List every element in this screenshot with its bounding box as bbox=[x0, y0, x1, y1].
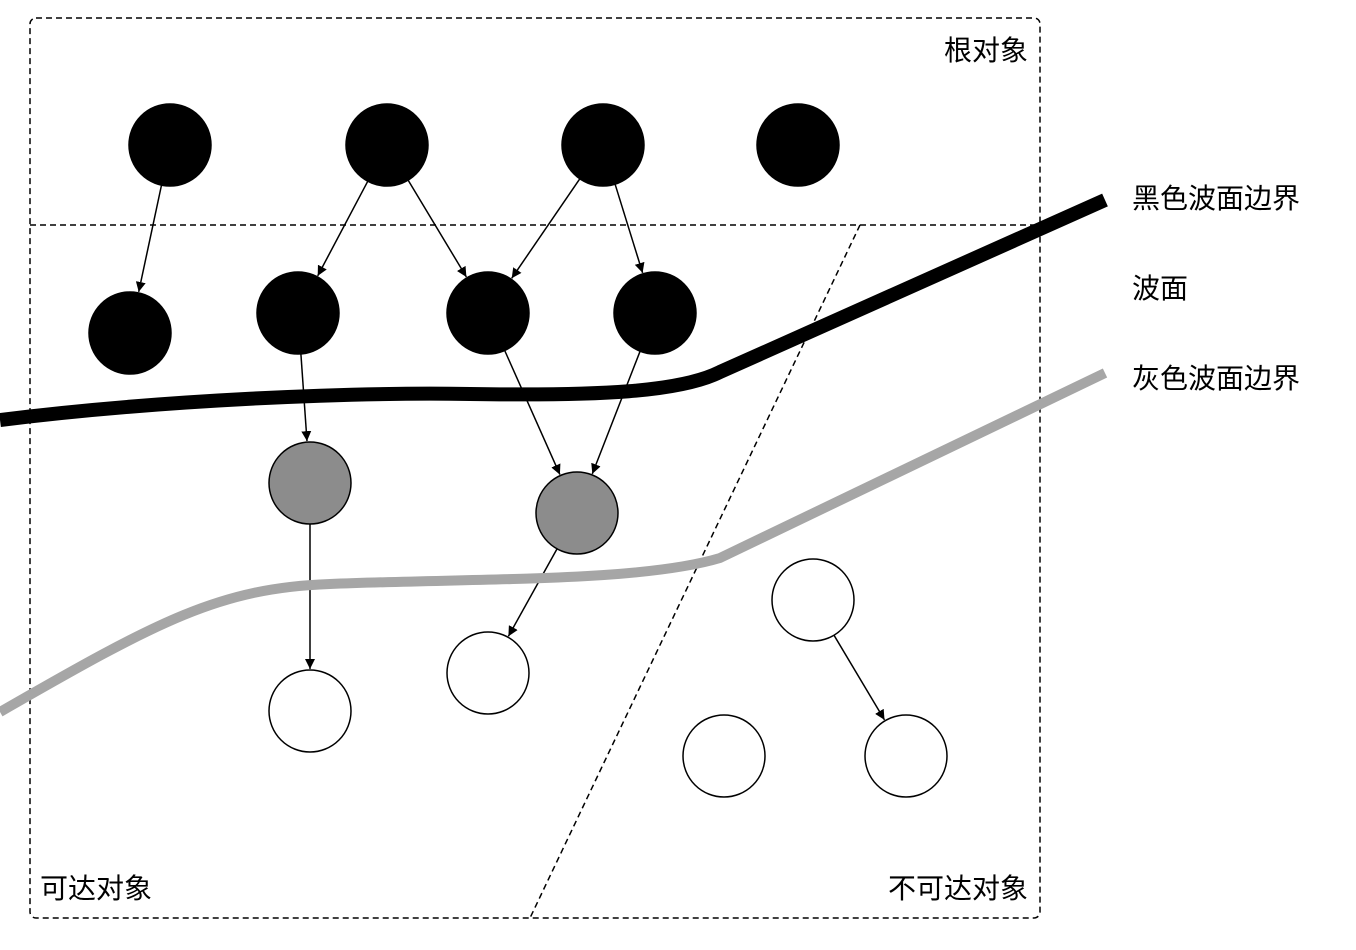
black-object-node-r2 bbox=[345, 103, 429, 187]
reachable-objects-label: 可达对象 bbox=[40, 872, 152, 905]
edge-g2-to-w2 bbox=[507, 548, 558, 637]
edge-r3-to-b3 bbox=[511, 178, 581, 279]
gray-wavefront-boundary-line bbox=[0, 368, 1108, 717]
edge-r1-to-b1 bbox=[135, 184, 163, 293]
gray-wavefront-boundary-label: 灰色波面边界 bbox=[1132, 362, 1300, 395]
black-object-node-b1 bbox=[88, 291, 172, 375]
white-object-node-u1 bbox=[771, 558, 855, 642]
black-object-node-b3 bbox=[446, 271, 530, 355]
white-object-node-u2 bbox=[682, 714, 766, 798]
gray-object-node-g2 bbox=[535, 471, 619, 555]
black-object-node-b4 bbox=[613, 271, 697, 355]
object-space-boundary bbox=[29, 17, 1041, 919]
wavefront-label: 波面 bbox=[1132, 272, 1188, 305]
black-wavefront-boundary-label: 黑色波面边界 bbox=[1132, 182, 1300, 215]
edge-r2-to-b2 bbox=[317, 180, 369, 277]
black-object-node-r4 bbox=[756, 103, 840, 187]
root-objects-label: 根对象 bbox=[944, 34, 1028, 67]
reachability-divider-line bbox=[529, 224, 861, 919]
edge-u1-to-u3 bbox=[833, 634, 886, 721]
white-object-node-w1 bbox=[268, 669, 352, 753]
unreachable-objects-label: 不可达对象 bbox=[888, 872, 1028, 905]
black-object-node-r3 bbox=[561, 103, 645, 187]
edge-b4-to-g2 bbox=[591, 350, 641, 475]
black-wavefront-boundary-line bbox=[0, 193, 1108, 427]
edge-r2-to-b3 bbox=[407, 179, 468, 278]
gray-object-node-g1 bbox=[268, 441, 352, 525]
black-object-node-b2 bbox=[256, 271, 340, 355]
black-object-node-r1 bbox=[128, 103, 212, 187]
edge-r3-to-b4 bbox=[614, 183, 645, 274]
edges-layer bbox=[135, 178, 886, 721]
white-object-node-w2 bbox=[446, 631, 530, 715]
edge-b3-to-g2 bbox=[504, 350, 561, 475]
nodes-layer bbox=[88, 103, 948, 798]
white-object-node-u3 bbox=[864, 714, 948, 798]
